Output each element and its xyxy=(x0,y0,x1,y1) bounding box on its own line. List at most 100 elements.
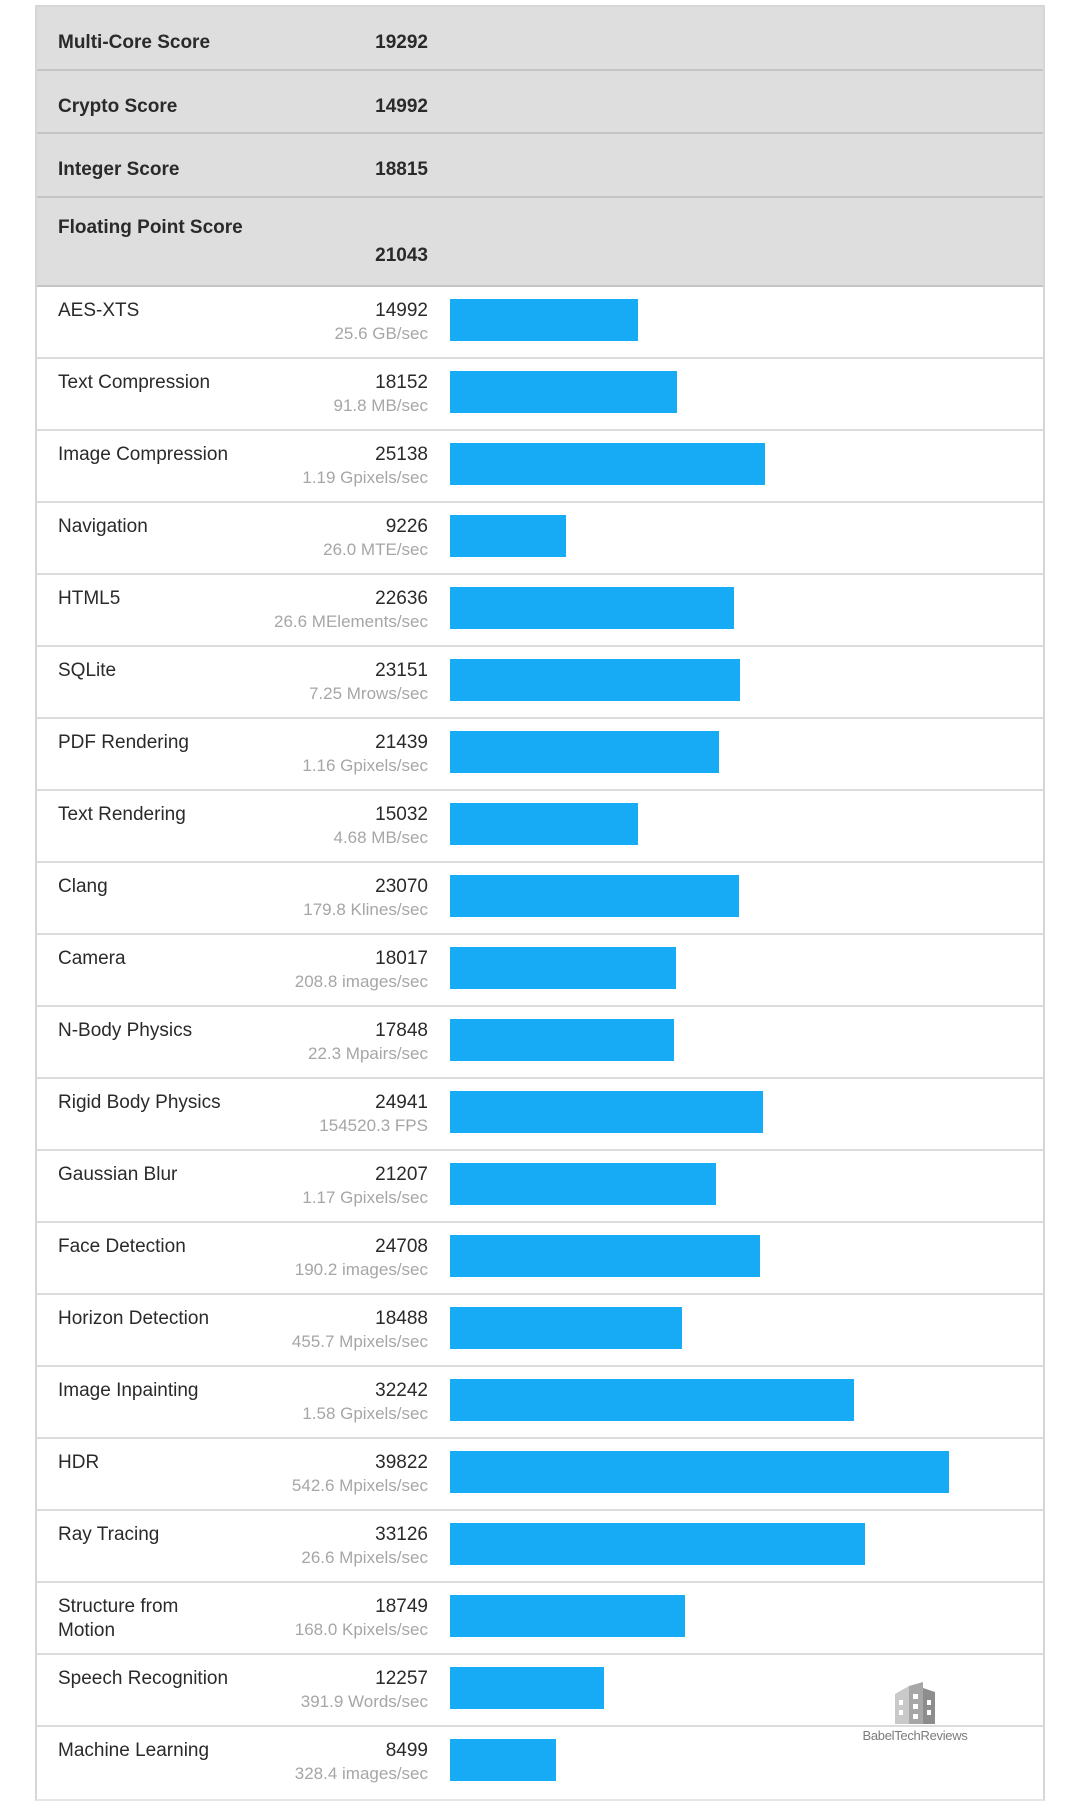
benchmark-rate: 168.0 Kpixels/sec xyxy=(294,1620,428,1639)
bar-track xyxy=(450,1523,1023,1565)
benchmark-rate: 208.8 images/sec xyxy=(294,972,428,991)
bar-track xyxy=(450,731,1023,773)
benchmark-row-camera: Camera 18017 208.8 images/sec xyxy=(37,935,1043,1007)
bar-face-detection xyxy=(450,1235,760,1277)
benchmark-row-navigation: Navigation 9226 26.0 MTE/sec xyxy=(37,503,1043,575)
benchmark-score: 12257 xyxy=(375,1668,428,1689)
benchmark-score: 15032 xyxy=(375,804,428,825)
benchmark-score: 18488 xyxy=(375,1308,428,1329)
benchmark-score: 22636 xyxy=(375,588,428,609)
bar-gaussian-blur xyxy=(450,1163,716,1205)
benchmark-name: Speech Recognition xyxy=(58,1668,229,1689)
benchmark-row-rigid-body-physics: Rigid Body Physics 24941 154520.3 FPS xyxy=(37,1079,1043,1151)
summary-value: 21043 xyxy=(375,244,428,266)
bar-pdf-rendering xyxy=(450,731,719,773)
benchmark-name: AES-XTS xyxy=(58,300,140,321)
summary-label: Crypto Score xyxy=(58,95,178,117)
summary-value: 19292 xyxy=(375,32,428,53)
benchmark-rate: 22.3 Mpairs/sec xyxy=(308,1044,428,1063)
bar-aes-xts xyxy=(450,299,638,341)
benchmark-row-text-compression: Text Compression 18152 91.8 MB/sec xyxy=(37,359,1043,431)
bar-ray-tracing xyxy=(450,1523,865,1565)
benchmark-rate: 4.68 MB/sec xyxy=(333,828,429,847)
benchmark-row-text-rendering: Text Rendering 15032 4.68 MB/sec xyxy=(37,791,1043,863)
bar-structure-from-motion xyxy=(450,1595,685,1637)
bar-track xyxy=(450,1235,1023,1277)
bar-n-body-physics xyxy=(450,1019,674,1061)
bar-track xyxy=(450,1163,1023,1205)
benchmark-rate: 91.8 MB/sec xyxy=(333,396,429,415)
bar-text-rendering xyxy=(450,803,638,845)
benchmark-name: Structure from Motion xyxy=(58,1596,179,1641)
benchmark-row-html5: HTML5 22636 26.6 MElements/sec xyxy=(37,575,1043,647)
benchmark-name: Face Detection xyxy=(58,1236,186,1257)
benchmark-row-clang: Clang 23070 179.8 Klines/sec xyxy=(37,863,1043,935)
benchmark-name: Navigation xyxy=(58,516,148,537)
benchmark-row-horizon-detection: Horizon Detection 18488 455.7 Mpixels/sec xyxy=(37,1295,1043,1367)
benchmark-row-image-compression: Image Compression 25138 1.19 Gpixels/sec xyxy=(37,431,1043,503)
benchmark-score: 14992 xyxy=(375,300,428,321)
benchmark-name: Machine Learning xyxy=(58,1740,210,1761)
benchmark-rate: 26.0 MTE/sec xyxy=(323,540,428,559)
bar-html5 xyxy=(450,587,734,629)
bar-machine-learning xyxy=(450,1739,556,1781)
benchmark-score: 33126 xyxy=(375,1524,428,1545)
bar-speech-recognition xyxy=(450,1667,604,1709)
bar-track xyxy=(450,1667,1023,1709)
benchmark-rate: 1.17 Gpixels/sec xyxy=(302,1188,428,1207)
benchmark-score: 23070 xyxy=(375,876,428,897)
benchmark-row-pdf-rendering: PDF Rendering 21439 1.16 Gpixels/sec xyxy=(37,719,1043,791)
bar-track xyxy=(450,299,1023,341)
benchmark-row-hdr: HDR 39822 542.6 Mpixels/sec xyxy=(37,1439,1043,1511)
bar-rigid-body-physics xyxy=(450,1091,763,1133)
bar-horizon-detection xyxy=(450,1307,682,1349)
benchmark-name: Rigid Body Physics xyxy=(58,1092,221,1113)
benchmark-score: 18017 xyxy=(375,948,428,969)
bar-text-compression xyxy=(450,371,677,413)
benchmark-row-gaussian-blur: Gaussian Blur 21207 1.17 Gpixels/sec xyxy=(37,1151,1043,1223)
bar-track xyxy=(450,1739,1023,1781)
benchmark-rate: 25.6 GB/sec xyxy=(334,324,428,343)
benchmark-score: 23151 xyxy=(375,660,428,681)
benchmark-row-speech-recognition: Speech Recognition 12257 391.9 Words/sec xyxy=(37,1655,1043,1727)
bar-track xyxy=(450,1091,1023,1133)
benchmark-score: 8499 xyxy=(385,1740,428,1761)
summary-row-multi-core-score: Multi-Core Score 19292 xyxy=(37,7,1043,71)
bar-track xyxy=(450,587,1023,629)
summary-row-integer-score: Integer Score 18815 xyxy=(37,134,1043,198)
benchmark-score: 17848 xyxy=(375,1020,428,1041)
benchmark-name: Horizon Detection xyxy=(58,1308,210,1329)
benchmark-rate: 26.6 Mpixels/sec xyxy=(301,1548,428,1567)
benchmark-rate: 190.2 images/sec xyxy=(294,1260,428,1279)
benchmark-row-aes-xts: AES-XTS 14992 25.6 GB/sec xyxy=(37,287,1043,359)
benchmark-score: 9226 xyxy=(385,516,428,537)
benchmark-name: Image Inpainting xyxy=(58,1380,199,1401)
bar-track xyxy=(450,947,1023,989)
summary-label: Floating Point Score xyxy=(58,216,243,238)
bar-track xyxy=(450,1019,1023,1061)
benchmark-rate: 455.7 Mpixels/sec xyxy=(291,1332,428,1351)
benchmark-name: Text Compression xyxy=(58,372,211,393)
benchmark-name: Camera xyxy=(58,948,126,969)
bar-image-compression xyxy=(450,443,765,485)
bar-track xyxy=(450,1595,1023,1637)
benchmark-name: Text Rendering xyxy=(58,804,186,825)
bar-image-inpainting xyxy=(450,1379,854,1421)
benchmark-score: 21207 xyxy=(375,1164,428,1185)
benchmark-row-face-detection: Face Detection 24708 190.2 images/sec xyxy=(37,1223,1043,1295)
bar-track xyxy=(450,659,1023,701)
bar-track xyxy=(450,1307,1023,1349)
benchmark-row-sqlite: SQLite 23151 7.25 Mrows/sec xyxy=(37,647,1043,719)
bar-track xyxy=(450,371,1023,413)
summary-label: Multi-Core Score xyxy=(58,32,211,53)
benchmark-name: N-Body Physics xyxy=(58,1020,193,1041)
benchmark-name: SQLite xyxy=(58,660,117,681)
summary-label: Integer Score xyxy=(58,159,180,180)
benchmark-rate: 7.25 Mrows/sec xyxy=(308,684,428,703)
bar-clang xyxy=(450,875,739,917)
bar-hdr xyxy=(450,1451,949,1493)
bar-camera xyxy=(450,947,676,989)
building-logo-icon xyxy=(895,1682,935,1724)
summary-value: 14992 xyxy=(375,95,428,117)
benchmark-row-structure-from-motion: Structure from Motion 18749 168.0 Kpixels/… xyxy=(37,1583,1043,1655)
